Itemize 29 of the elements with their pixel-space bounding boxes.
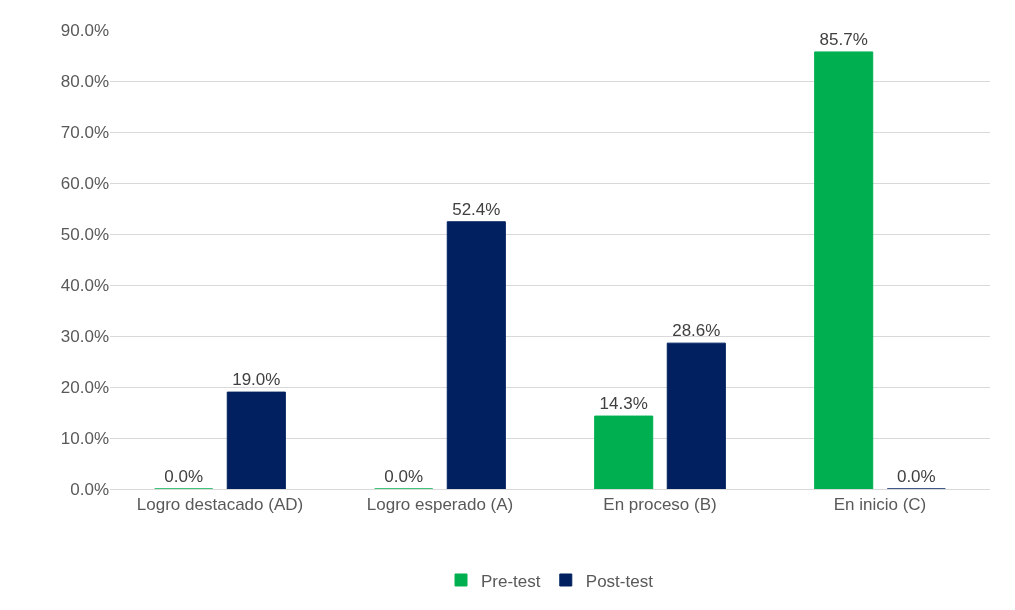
x-tick-label: Logro esperado (A) [366,495,514,515]
y-tick-label: 10.0% [60,428,109,448]
bar [814,51,874,489]
bar [594,415,654,489]
data-label: 14.3% [599,394,648,414]
x-tick-label: En proceso (B) [603,495,717,515]
bar [666,342,726,489]
y-tick-label: 20.0% [60,377,109,397]
data-label: 52.4% [452,199,501,219]
y-tick-label: 90.0% [60,20,109,40]
y-tick-label: 80.0% [60,71,109,91]
bar [446,221,506,489]
y-tick-label: 60.0% [60,173,109,193]
y-tick-label: 50.0% [60,224,109,244]
y-tick-label: 40.0% [60,275,109,295]
data-label: 0.0% [164,467,204,486]
x-tick-label: En inicio (C) [833,495,927,515]
data-label: 28.6% [672,321,721,341]
y-tick-label: 0.0% [70,479,109,499]
data-label: 0.0% [384,467,424,486]
y-tick-label: 70.0% [60,122,109,142]
x-tick-label: Logro destacado (AD) [136,495,304,515]
y-tick-label: 30.0% [60,326,109,346]
legend-label: Post-test [585,571,654,591]
data-label: 85.7% [819,29,868,49]
data-label: 19.0% [232,370,281,390]
data-label: 0.0% [896,467,936,486]
bar [226,391,286,489]
legend-label: Pre-test [481,571,541,591]
